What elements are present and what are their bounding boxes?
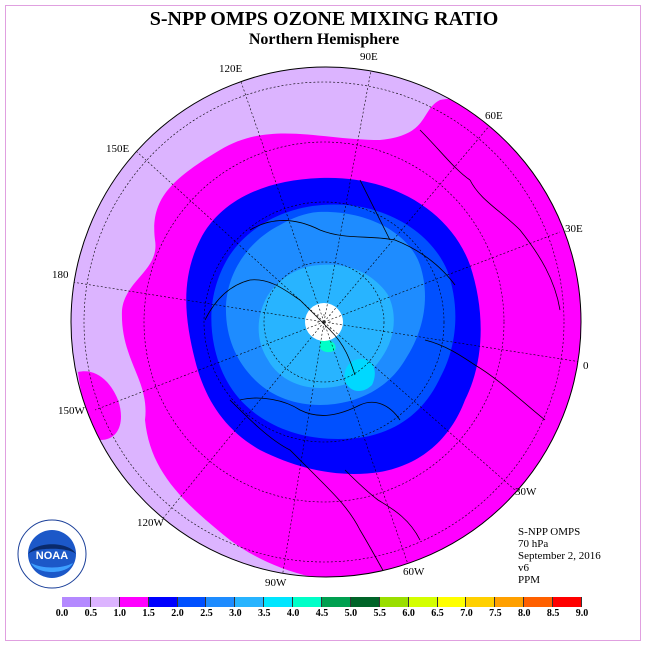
colorbar-segment [293, 597, 322, 607]
colorbar-tick-label: 4.5 [315, 608, 329, 619]
colorbar-tick-label: 5.0 [344, 608, 358, 619]
globe-outline [70, 66, 582, 578]
coastlines [204, 129, 561, 577]
colorbar-segment [148, 597, 178, 607]
colorbar-segment [322, 597, 351, 607]
colorbar-tick-label: 3.5 [257, 608, 271, 619]
colorbar-segment [495, 597, 525, 607]
colorbar-tick-label: 5.5 [373, 608, 387, 619]
info-level: 70 hPa [518, 538, 549, 550]
colorbar-tick-label: 8.0 [517, 608, 531, 619]
noaa-logo: NOAA [17, 519, 87, 589]
ozone-band-magenta-west [78, 371, 121, 440]
lon-label-120w: 120W [137, 517, 164, 529]
colorbar-segment [524, 597, 554, 607]
ozone-band-cyan-pole [320, 339, 336, 353]
info-units: PPM [518, 574, 541, 586]
lon-label-90w: 90W [265, 577, 287, 589]
noaa-logo-text: NOAA [36, 550, 68, 562]
colorbar-segment [408, 597, 438, 607]
graticule [71, 67, 581, 577]
colorbar-segment [235, 597, 265, 607]
page-subtitle: Northern Hemisphere [248, 31, 400, 48]
polar-grid-dots [317, 314, 331, 330]
lon-label-0: 0 [583, 360, 589, 372]
lon-label-150e: 150E [106, 143, 130, 155]
colorbar-tick-label: 9.0 [575, 608, 589, 619]
colorbar-tick-label: 2.0 [171, 608, 184, 619]
colorbar-tick-label: 8.5 [546, 608, 560, 619]
lon-label-60e: 60E [485, 110, 503, 122]
page-title: S-NPP OMPS OZONE MIXING RATIO [149, 8, 499, 30]
info-date: September 2, 2016 [518, 550, 601, 562]
lon-label-30w: 30W [515, 486, 537, 498]
lon-label-30e: 30E [565, 223, 583, 235]
colorbar-tick-label: 7.5 [489, 608, 502, 619]
colorbar-tick-label: 0.0 [55, 608, 69, 619]
colorbar-tick-label: 4.0 [286, 608, 300, 619]
colorbar-segment [264, 597, 294, 607]
colorbar-segment [553, 597, 582, 607]
colorbar-tick-label: 1.0 [113, 608, 127, 619]
lon-label-180: 180 [52, 269, 69, 281]
info-version: v6 [518, 562, 529, 574]
colorbar-tick-label: 6.5 [431, 608, 444, 619]
colorbar-tick-label: 0.5 [84, 608, 98, 619]
product-info: S-NPP OMPS 70 hPa September 2, 2016 v6 P… [518, 526, 601, 586]
colorbar-segment [206, 597, 236, 607]
colorbar-segment [350, 597, 380, 607]
colorbar-tick-label: 3.0 [229, 608, 242, 619]
info-instrument: S-NPP OMPS [518, 526, 581, 538]
colorbar-tick-label: 6.0 [402, 608, 415, 619]
colorbar-segment [177, 597, 207, 607]
colorbar-segment [379, 597, 409, 607]
colorbar-segment [466, 597, 496, 607]
colorbar-segment [437, 597, 467, 607]
lon-label-60w: 60W [403, 566, 425, 578]
colorbar-tick-label: 2.5 [200, 608, 213, 619]
lon-label-90e: 90E [360, 51, 378, 63]
colorbar-segment [62, 597, 91, 607]
page-frame [5, 5, 641, 641]
colorbar-segment [119, 597, 149, 607]
lon-label-120e: 120E [219, 63, 243, 75]
colorbar-tick-label: 7.0 [460, 608, 473, 619]
lon-label-150w: 150W [58, 405, 85, 417]
colorbar [62, 597, 582, 607]
colorbar-segment [90, 597, 120, 607]
colorbar-tick-label: 1.5 [142, 608, 155, 619]
